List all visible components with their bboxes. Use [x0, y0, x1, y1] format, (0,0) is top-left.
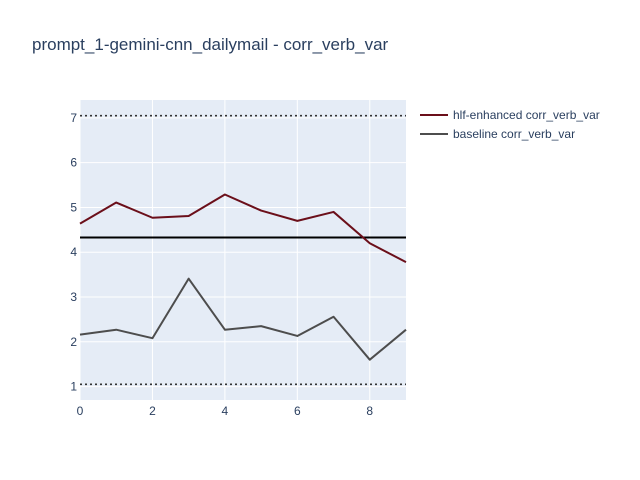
chart-title: prompt_1-gemini-cnn_dailymail - corr_ver… — [32, 35, 389, 54]
legend-label: hlf-enhanced corr_verb_var — [453, 108, 600, 122]
x-tick-label: 8 — [366, 404, 373, 418]
grid-lines — [79, 100, 406, 400]
y-axis-ticks: 1 2 3 4 5 6 7 — [70, 111, 77, 394]
x-tick-label: 0 — [77, 404, 84, 418]
reference-lines — [80, 114, 406, 386]
legend-label: baseline corr_verb_var — [453, 127, 575, 141]
legend-item-2[interactable]: baseline corr_verb_var — [420, 127, 575, 141]
x-axis-ticks: 0 2 4 6 8 — [77, 404, 374, 418]
x-tick-label: 2 — [149, 404, 156, 418]
y-tick-label: 3 — [70, 290, 77, 304]
legend-item-1[interactable]: hlf-enhanced corr_verb_var — [420, 108, 600, 122]
series-line-2 — [79, 277, 407, 361]
y-tick-label: 1 — [70, 380, 77, 394]
legend[interactable]: hlf-enhanced corr_verb_var baseline corr_… — [420, 108, 600, 141]
plot-area — [80, 100, 406, 400]
y-tick-label: 6 — [70, 156, 77, 170]
series-layer — [79, 193, 407, 361]
x-tick-label: 4 — [222, 404, 229, 418]
y-tick-label: 7 — [70, 111, 77, 125]
y-tick-label: 4 — [70, 245, 77, 259]
y-tick-label: 5 — [70, 200, 77, 214]
series-line-1 — [79, 193, 407, 263]
x-tick-label: 6 — [294, 404, 301, 418]
y-tick-label: 2 — [70, 335, 77, 349]
